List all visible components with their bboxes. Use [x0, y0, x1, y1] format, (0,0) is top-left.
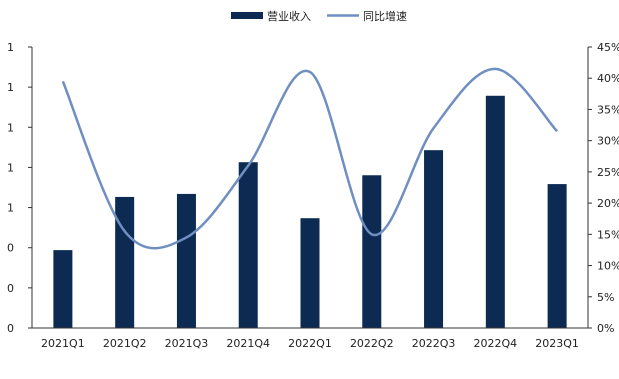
right-axis-tick-label: 15% [597, 228, 619, 241]
left-axis-tick-label: 0 [7, 242, 14, 255]
x-axis-tick-label: 2021Q1 [41, 337, 85, 350]
legend-bar-label: 营业收入 [267, 9, 311, 23]
left-axis-tick-label: 1 [7, 41, 14, 54]
right-axis-tick-label: 35% [597, 103, 619, 116]
bar-2022Q1 [300, 218, 320, 328]
x-axis-tick-label: 2022Q3 [412, 337, 456, 350]
right-axis-tick-label: 10% [597, 260, 619, 273]
line-series [61, 67, 559, 250]
legend-line-label: 同比增速 [363, 9, 407, 23]
left-axis-tick-label: 1 [7, 161, 14, 174]
bar-2022Q2 [362, 175, 382, 328]
right-axis-tick-label: 45% [597, 41, 619, 54]
left-axis-tick-label: 1 [7, 202, 14, 215]
right-axis-tick-label: 30% [597, 135, 619, 148]
right-axis-tick-label: 40% [597, 72, 619, 85]
x-axis-tick-label: 2021Q2 [103, 337, 147, 350]
x-axis-tick-label: 2021Q4 [226, 337, 270, 350]
bar-2021Q1 [53, 250, 73, 328]
growth-line [61, 67, 559, 250]
bar-2021Q2 [115, 196, 135, 328]
bar-2022Q3 [424, 150, 444, 328]
x-axis-tick-label: 2022Q4 [474, 337, 518, 350]
right-axis-tick-label: 20% [597, 197, 619, 210]
left-axis-tick-label: 0 [7, 322, 14, 335]
bar-series [53, 95, 567, 328]
x-axis-tick-label: 2021Q3 [165, 337, 209, 350]
bar-2022Q4 [485, 95, 505, 328]
right-axis-tick-label: 25% [597, 166, 619, 179]
right-axis-tick-label: 0% [597, 322, 614, 335]
x-axis-tick-label: 2022Q1 [288, 337, 332, 350]
x-axis-tick-label: 2022Q2 [350, 337, 394, 350]
bar-2021Q4 [238, 162, 258, 328]
left-axis-tick-label: 0 [7, 282, 14, 295]
left-axis: 0 0 0 1 1 1 1 1 [7, 41, 33, 335]
x-axis: 2021Q1 2021Q2 2021Q3 2021Q4 2022Q1 2022Q2 2022… [32, 327, 588, 350]
left-axis-tick-label: 1 [7, 81, 14, 94]
left-axis-tick-label: 1 [7, 121, 14, 134]
right-axis-tick-label: 5% [597, 291, 614, 304]
legend-bar-swatch [231, 12, 263, 19]
bar-2021Q3 [176, 193, 196, 328]
bar-2023Q1 [547, 184, 567, 328]
legend: 营业收入 同比增速 [231, 9, 407, 23]
x-axis-tick-label: 2023Q1 [535, 337, 579, 350]
right-axis: 0% 5% 10% 15% 20% 25% 30% 35% 40% 45% [587, 41, 619, 335]
